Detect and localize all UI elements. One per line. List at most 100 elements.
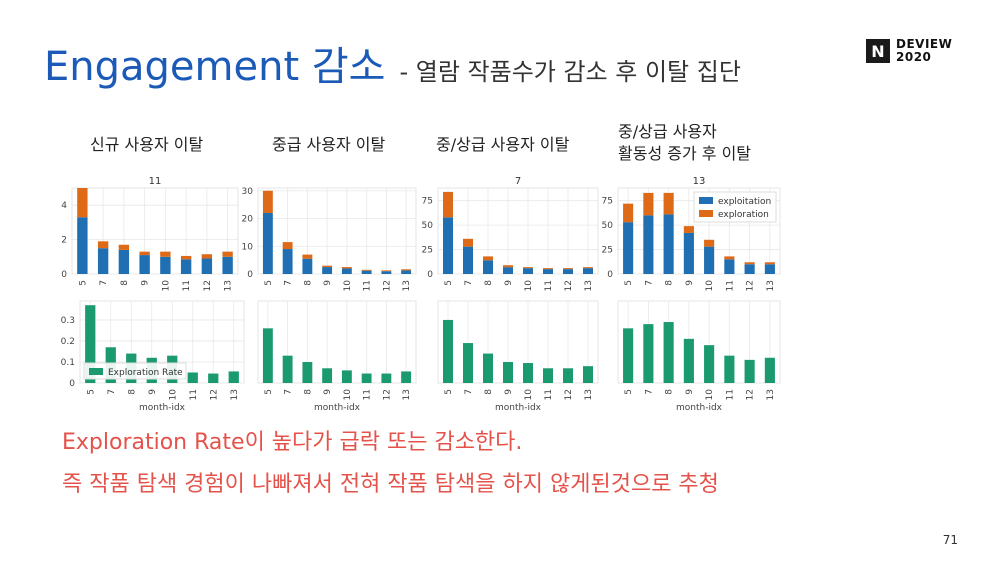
chart-title: 13 <box>693 176 706 187</box>
bar-exploration <box>724 256 735 260</box>
bar-exploitation <box>563 269 573 274</box>
x-tick-label: 8 <box>484 280 494 286</box>
bar-exploration-rate <box>341 370 352 383</box>
bar-exploitation <box>704 246 715 274</box>
x-tick-label: 9 <box>148 389 158 395</box>
y-tick-label: 0 <box>247 270 253 280</box>
x-axis-label: month-idx <box>314 403 361 413</box>
bar-exploration-rate <box>523 363 533 383</box>
x-tick-label: 7 <box>644 389 654 395</box>
bar-exploitation <box>744 264 755 274</box>
x-tick-label: 11 <box>363 389 373 400</box>
y-tick-label: 50 <box>602 221 614 231</box>
bar-exploitation <box>180 259 192 274</box>
y-tick-label: 0.1 <box>61 358 75 368</box>
bar-exploration <box>663 192 674 215</box>
bar-exploration-rate <box>543 368 553 383</box>
x-tick-label: 11 <box>725 389 735 400</box>
bar-exploitation <box>443 217 453 274</box>
bar-exploitation <box>97 248 109 274</box>
bar-exploitation <box>222 256 233 274</box>
bar-exploration <box>643 192 654 216</box>
bar-exploration-rate <box>744 359 755 383</box>
group-label-new: 신규 사용자 이탈 <box>90 135 204 154</box>
group-label-upper: 중/상급 사용자 이탈 <box>436 135 570 154</box>
x-tick-label: 8 <box>127 389 137 395</box>
chart-panel-7: 5 7 8 9 10 11 12 13 month-idx <box>437 300 599 413</box>
title-sub: - 열람 작품수가 감소 후 이탈 집단 <box>399 58 741 86</box>
x-tick-label: 7 <box>464 280 474 286</box>
x-tick-label: 5 <box>86 389 96 395</box>
bar-exploration <box>443 191 453 218</box>
y-tick-label: 0.2 <box>61 337 75 347</box>
bar-exploration <box>583 267 593 269</box>
bar-exploration <box>744 262 755 265</box>
x-tick-label: 10 <box>168 389 178 401</box>
bar-exploration <box>282 242 293 250</box>
y-tick-label: 0 <box>69 379 75 389</box>
x-tick-label: 12 <box>746 280 756 291</box>
y-tick-label: 75 <box>422 197 433 207</box>
bar-exploration-rate <box>208 373 219 383</box>
y-tick-label: 4 <box>61 201 67 211</box>
bar-exploration-rate <box>683 338 694 383</box>
bar-exploration-rate <box>361 373 372 383</box>
bar-exploration <box>302 254 313 259</box>
bar-exploration-rate <box>623 328 634 383</box>
bar-exploitation <box>282 249 293 274</box>
bar-exploration <box>704 239 715 247</box>
bar-exploitation <box>302 258 313 274</box>
x-tick-label: 10 <box>705 280 715 292</box>
legend-swatch <box>699 197 713 204</box>
bar-exploration-rate <box>563 368 573 383</box>
deview-logo: N DEVIEW 2020 <box>866 38 952 64</box>
bar-exploration-rate <box>583 366 593 383</box>
x-tick-label: 9 <box>323 389 333 395</box>
x-tick-label: 13 <box>584 280 594 291</box>
x-tick-label: 10 <box>343 389 353 401</box>
y-tick-label: 2 <box>61 236 67 246</box>
x-tick-label: 13 <box>766 280 776 291</box>
bar-exploration-rate <box>483 353 493 383</box>
plot-area <box>257 300 417 384</box>
chart-panel-8: 5 7 8 9 10 11 12 13 month-idx <box>617 300 781 413</box>
bar-exploitation <box>341 268 352 274</box>
bar-exploration <box>623 203 634 223</box>
bar-exploitation <box>401 270 412 274</box>
bar-exploration <box>201 254 213 259</box>
footer-line-1: Exploration Rate이 높다가 급락 또는 감소한다. <box>62 430 523 455</box>
x-tick-label: 7 <box>99 280 109 286</box>
x-tick-label: 5 <box>444 389 454 395</box>
bar-exploitation <box>663 214 674 274</box>
bar-exploration <box>160 251 171 257</box>
chart-panel-3: 0 25 50 75 5 7 8 9 10 11 12 13 7 <box>422 176 599 291</box>
x-tick-label: 11 <box>182 280 192 291</box>
x-tick-label: 7 <box>284 389 294 395</box>
legend: Exploration Rate <box>83 362 187 380</box>
y-tick-label: 10 <box>242 242 254 252</box>
plot-area <box>71 187 239 275</box>
bar-exploration-rate <box>187 372 198 383</box>
bar-exploitation <box>201 258 213 274</box>
bar-exploitation <box>139 255 150 274</box>
x-tick-label: 10 <box>705 389 715 401</box>
bar-exploitation <box>623 222 634 274</box>
legend: exploitation exploration <box>693 191 777 223</box>
logo-line2: 2020 <box>896 50 932 64</box>
bar-exploration <box>764 262 775 265</box>
group-label-upper-active: 중/상급 사용자 활동성 증가 후 이탈 <box>618 122 752 163</box>
chart-panel-5: 0 0.1 0.2 0.3 5 7 8 9 10 11 12 13 month-idx Explorati… <box>61 300 245 413</box>
bar-exploration-rate <box>282 355 293 383</box>
x-tick-label: 10 <box>524 389 534 401</box>
x-tick-label: 12 <box>564 389 574 400</box>
bar-exploration <box>361 269 372 271</box>
x-tick-label: 11 <box>189 389 199 400</box>
x-tick-label: 7 <box>284 280 294 286</box>
bar-exploration <box>463 238 473 247</box>
bar-exploration <box>139 251 150 256</box>
x-tick-label: 12 <box>382 280 392 291</box>
bar-exploration <box>341 267 352 269</box>
x-tick-label: 9 <box>323 280 333 286</box>
bar-exploration <box>322 265 333 268</box>
x-tick-label: 8 <box>665 389 675 395</box>
